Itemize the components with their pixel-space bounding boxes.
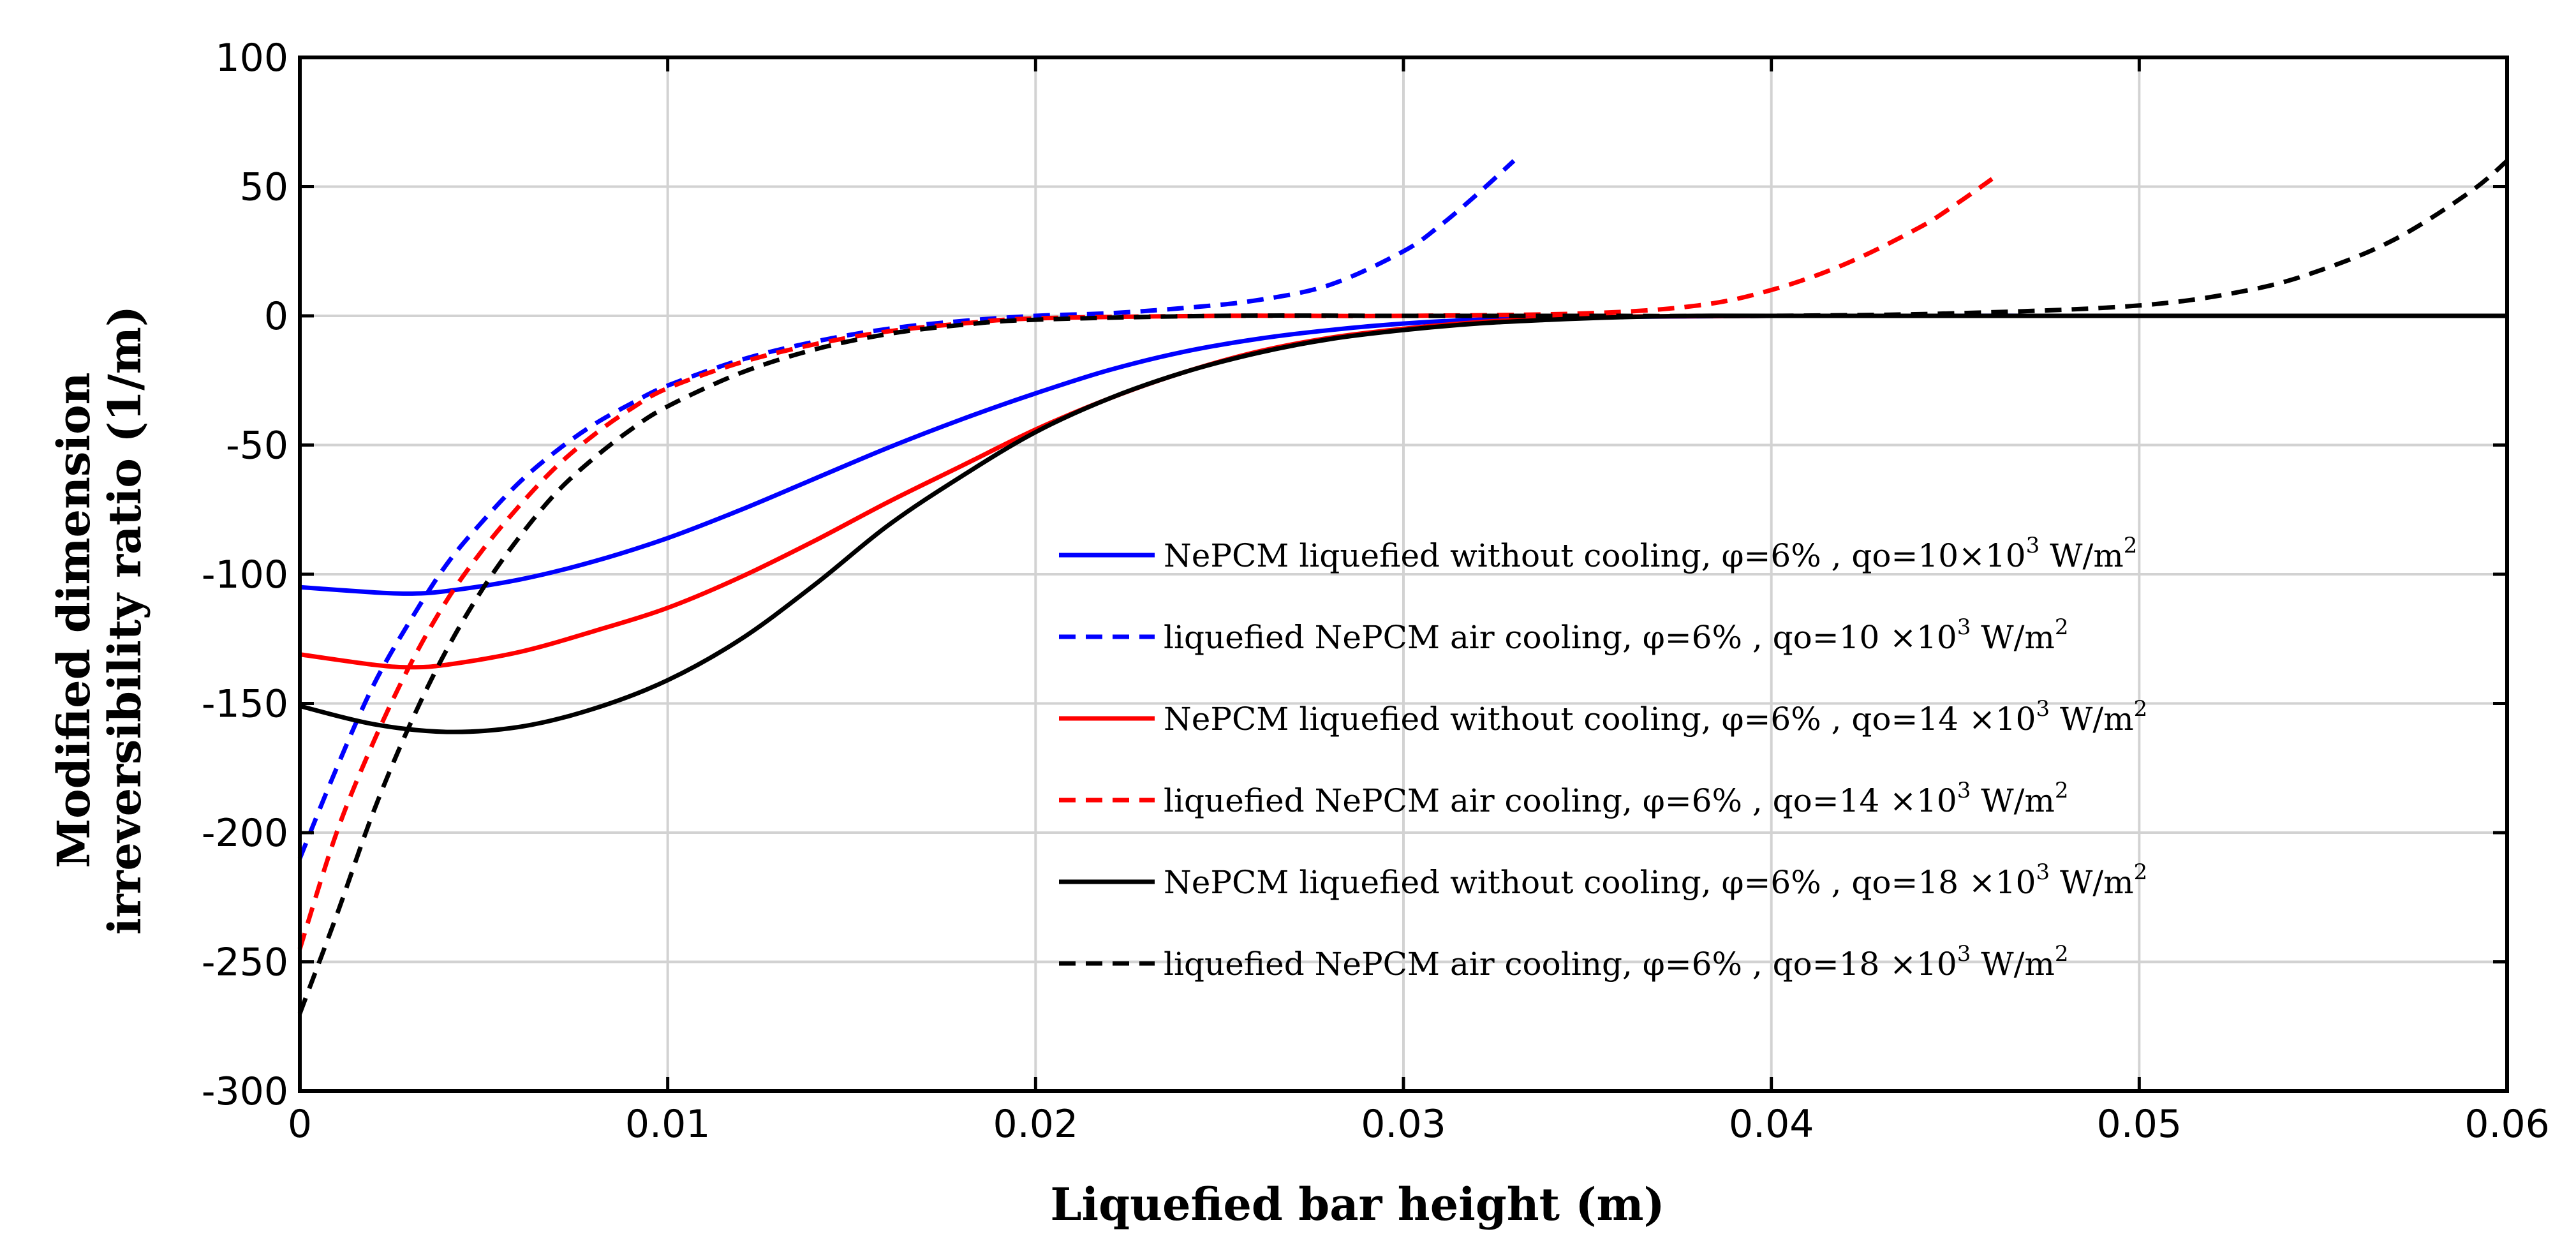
- y-axis-title-line2: irreversibility ratio (1/m): [98, 306, 151, 935]
- y-tick-label: -150: [202, 682, 288, 727]
- y-axis-title-line1: Modified dimension: [47, 372, 100, 868]
- x-tick-label: 0.03: [1361, 1102, 1446, 1147]
- x-tick-label: 0.06: [2464, 1102, 2550, 1147]
- legend-label-2: liquefied NePCM air cooling, φ=6% , qo=1…: [1164, 614, 2069, 656]
- legend-label-1: NePCM liquefied without cooling, φ=6% , …: [1164, 533, 2137, 574]
- y-tick-label: 0: [264, 294, 288, 339]
- legend: NePCM liquefied without cooling, φ=6% , …: [1059, 533, 2147, 983]
- legend-label-6: liquefied NePCM air cooling, φ=6% , qo=1…: [1164, 941, 2069, 983]
- y-tick-label: -300: [202, 1069, 288, 1114]
- y-tick-label: -200: [202, 811, 288, 856]
- x-tick-label: 0: [288, 1102, 312, 1147]
- y-tick-label: 50: [240, 165, 288, 210]
- x-tick-label: 0.05: [2097, 1102, 2182, 1147]
- series-line-5: [299, 313, 2507, 734]
- y-tick-label: 100: [215, 36, 288, 80]
- legend-label-3: NePCM liquefied without cooling, φ=6% , …: [1164, 696, 2147, 738]
- series-layer: [297, 159, 2509, 1014]
- legend-label-5: NePCM liquefied without cooling, φ=6% , …: [1164, 859, 2147, 901]
- ticks: [298, 56, 2509, 1093]
- y-tick-label: -50: [226, 424, 288, 468]
- x-tick-label: 0.01: [625, 1102, 711, 1147]
- series-line-6: [297, 159, 2509, 1014]
- x-axis-title: Liquefied bar height (m): [1050, 1178, 1664, 1231]
- y-axis-title: Modified dimension irreversibility ratio…: [47, 306, 151, 935]
- x-tick-label: 0.04: [1729, 1102, 1814, 1147]
- tick-labels: 0 0.01 0.02 0.03 0.04 0.05 0.06 -300 -250 -200 -15…: [202, 36, 2550, 1147]
- legend-label-4: liquefied NePCM air cooling, φ=6% , qo=1…: [1164, 778, 2069, 819]
- x-tick-label: 0.02: [993, 1102, 1079, 1147]
- series-line-4: [297, 177, 1994, 950]
- y-tick-label: -250: [202, 940, 288, 985]
- y-tick-label: -100: [202, 553, 288, 597]
- series-line-2: [297, 159, 1516, 859]
